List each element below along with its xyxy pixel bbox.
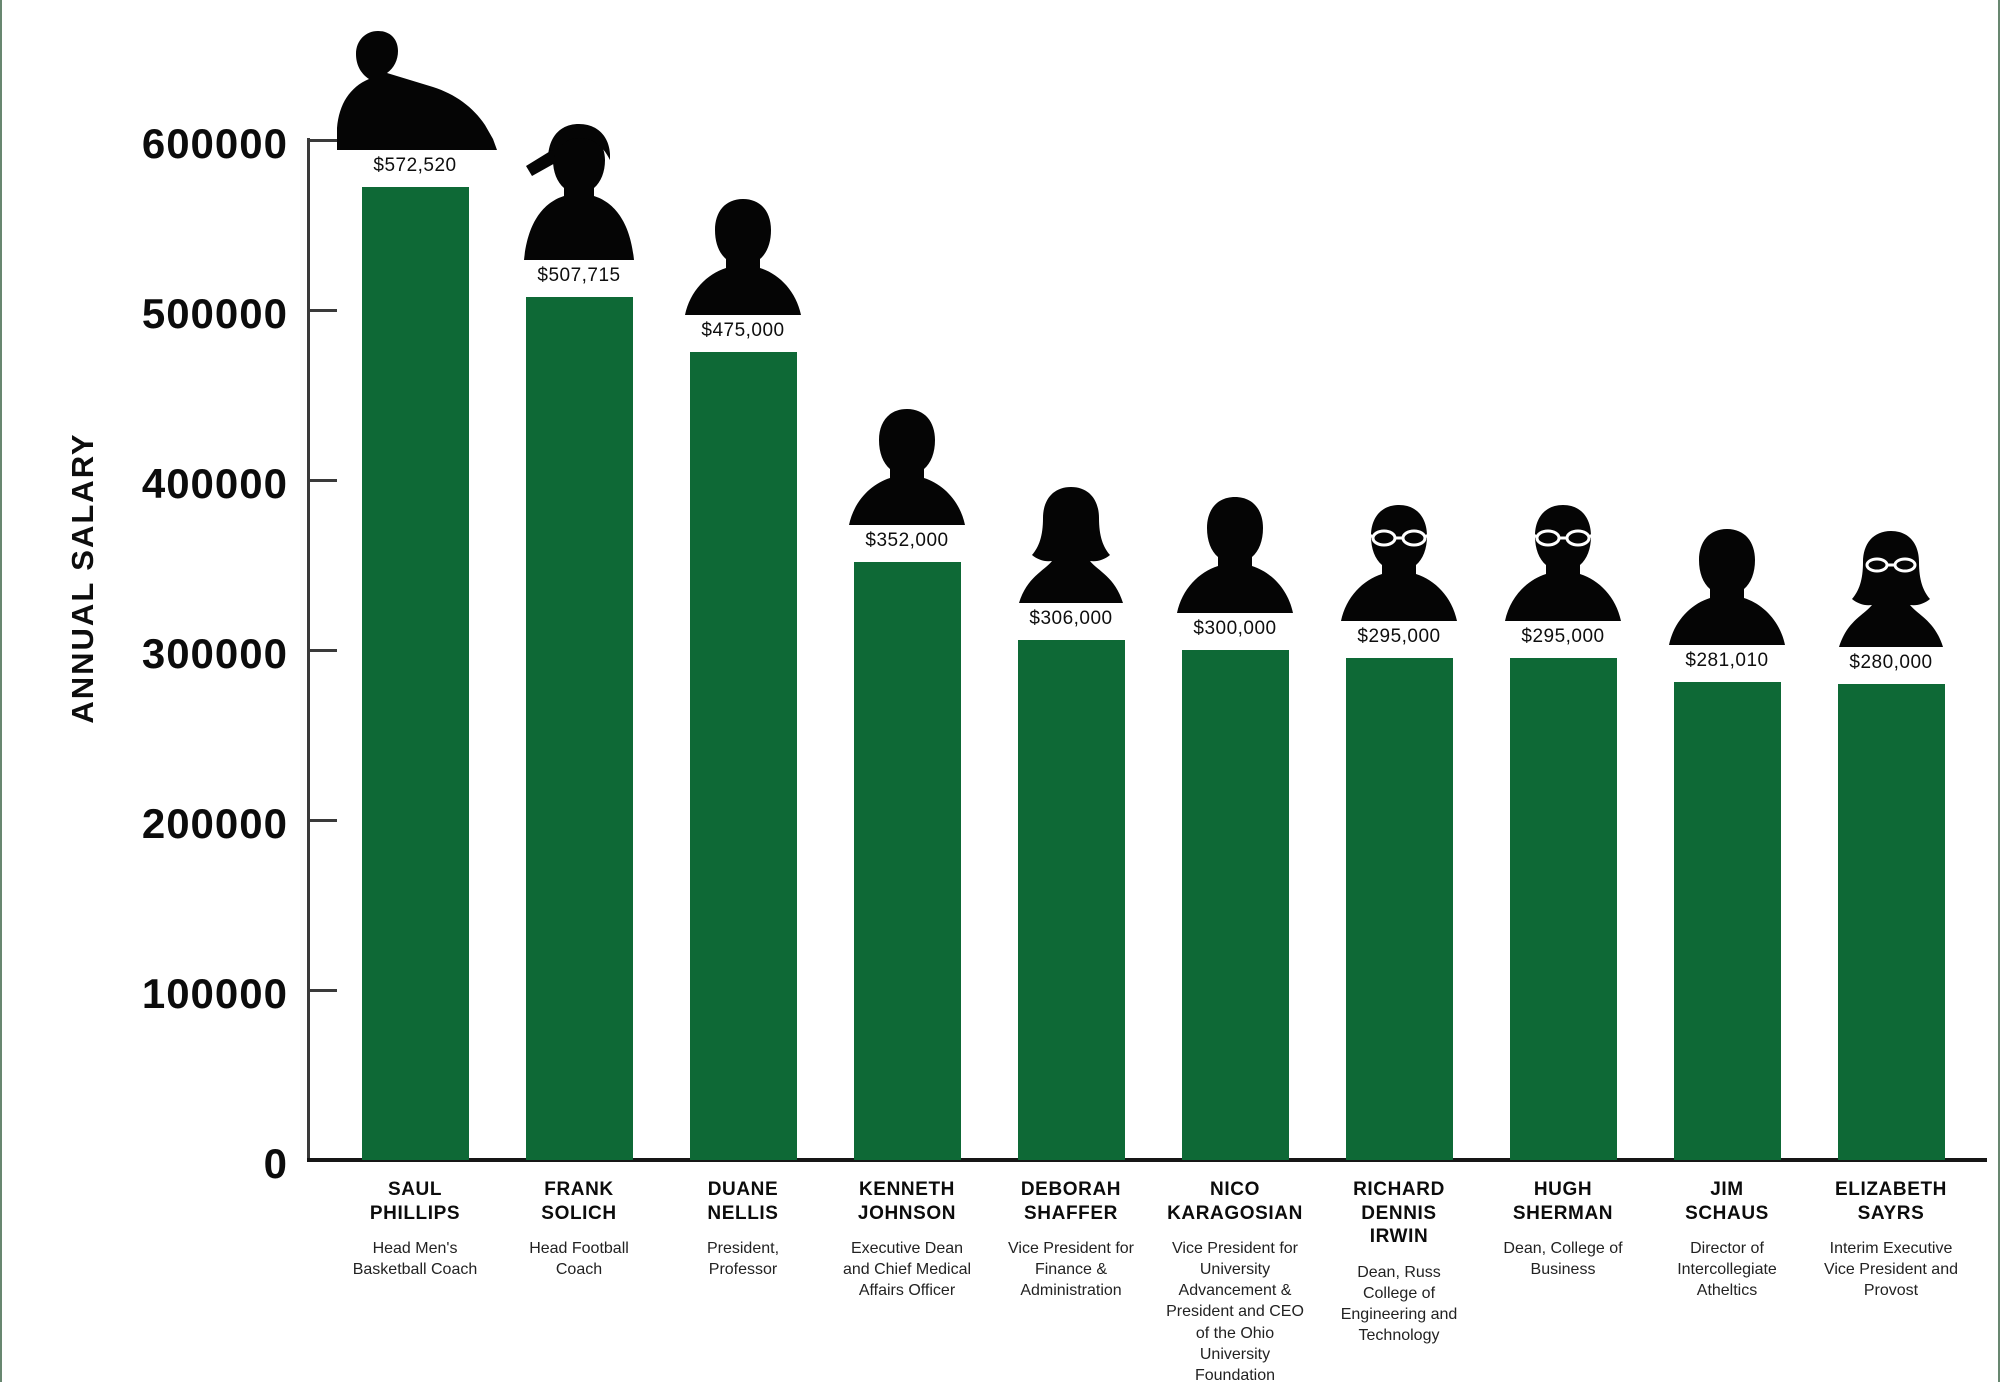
salary-bar [1345,658,1453,1160]
person-title: Dean, College of Business [1503,1240,1623,1279]
right-edge-border [1998,0,2000,1382]
salary-label: $280,000 [1849,652,1933,673]
person-name: KENNETH JOHNSON [857,1179,957,1224]
coach-leaning-silhouette-icon [337,31,497,150]
person-title: Interim Executive Vice President and Pro… [1823,1240,1958,1300]
person-name: NICO KARAGOSIAN [1167,1179,1303,1224]
y-tick-mark-200000 [310,818,337,822]
y-tick-label-500000: 500000 [141,290,288,337]
salary-bar [525,297,633,1160]
salary-label: $306,000 [1029,608,1113,629]
person-title: Vice President for University Advancemen… [1166,1240,1304,1382]
category-label: KENNETH JOHNSON Executive Dean and Chief M… [825,1178,989,1301]
person-name: DUANE NELLIS [707,1179,779,1224]
man-silhouette-icon [685,199,801,315]
y-tick-label-0: 0 [263,1140,288,1187]
salary-bar [361,187,469,1160]
man-silhouette-icon [849,409,965,525]
man-silhouette-icon [1177,497,1293,613]
salary-label: $295,000 [1521,626,1605,647]
salary-label: $281,010 [1685,650,1769,671]
salary-bar [853,562,961,1160]
bar-group-richard-dennis-irwin: $295,000 [1317,501,1481,1160]
woman-silhouette-icon [1019,487,1123,603]
salary-bar [1017,640,1125,1160]
person-name: JIM SCHAUS [1685,1179,1769,1224]
salary-label: $475,000 [701,320,785,341]
salary-label: $295,000 [1357,626,1441,647]
y-tick-label-600000: 600000 [141,120,288,167]
category-label: DEBORAH SHAFFER Vice President for Finance… [989,1178,1153,1301]
person-title: Dean, Russ College of Engineering and Te… [1340,1263,1458,1344]
person-title: Vice President for Finance & Administrat… [1008,1240,1134,1300]
salary-bar [1509,658,1617,1160]
salary-label: $300,000 [1193,618,1277,639]
person-name: SAUL PHILLIPS [369,1179,461,1224]
person-title: Head Football Coach [529,1240,629,1279]
salary-label: $507,715 [537,265,621,286]
y-tick-label-200000: 200000 [141,800,288,847]
y-tick-label-300000: 300000 [141,630,288,677]
man-glasses-silhouette-icon [1341,505,1457,621]
person-title: Head Men's Basketball Coach [352,1240,478,1279]
person-title: Executive Dean and Chief Medical Affairs… [842,1240,972,1300]
y-tick-mark-600000 [310,138,337,142]
bar-group-hugh-sherman: $295,000 [1481,501,1645,1160]
category-label: SAUL PHILLIPS Head Men's Basketball Coach [333,1178,497,1280]
salary-bar [689,352,797,1160]
bar-group-jim-schaus: $281,010 [1645,525,1809,1160]
left-edge-border [0,0,2,1382]
salary-bar [1837,684,1945,1160]
y-tick-mark-400000 [310,478,337,482]
bar-group-deborah-shaffer: $306,000 [989,483,1153,1160]
category-label: RICHARD DENNIS IRWIN Dean, Russ College of … [1317,1178,1481,1346]
person-name: DEBORAH SHAFFER [1020,1179,1122,1224]
woman-glasses-silhouette-icon [1839,531,1943,647]
y-tick-mark-500000 [310,308,337,312]
bar-group-frank-solich: $507,715 [497,108,661,1160]
person-name: HUGH SHERMAN [1512,1179,1614,1224]
category-label: ELIZABETH SAYRS Interim Executive Vice Pre… [1809,1178,1973,1301]
bar-group-kenneth-johnson: $352,000 [825,405,989,1160]
bar-group-saul-phillips: $572,520 [333,26,497,1160]
person-name: FRANK SOLICH [541,1179,617,1224]
category-label: DUANE NELLIS President, Professor [661,1178,825,1280]
category-label: JIM SCHAUS Director of Intercollegiate Ath… [1645,1178,1809,1301]
salary-label: $572,520 [373,155,457,176]
salary-bar [1673,682,1781,1160]
category-label: NICO KARAGOSIAN Vice President for Univers… [1153,1178,1317,1382]
person-title: Director of Intercollegiate Atheltics [1677,1240,1777,1300]
person-name: ELIZABETH SAYRS [1834,1179,1947,1224]
y-tick-label-400000: 400000 [141,460,288,507]
category-label: HUGH SHERMAN Dean, College of Business [1481,1178,1645,1280]
y-tick-mark-100000 [310,988,337,992]
salary-label: $352,000 [865,530,949,551]
y-tick-mark-300000 [310,648,337,652]
man-silhouette-icon [1669,529,1785,645]
y-axis-line [307,138,310,1160]
salary-bar [1181,650,1289,1160]
y-tick-label-100000: 100000 [141,970,288,1017]
bar-group-nico-karagosian: $300,000 [1153,493,1317,1160]
category-label: FRANK SOLICH Head Football Coach [497,1178,661,1280]
person-name: RICHARD DENNIS IRWIN [1353,1179,1445,1248]
man-glasses-silhouette-icon [1505,505,1621,621]
bar-group-elizabeth-sayrs: $280,000 [1809,527,1973,1160]
x-axis-baseline [307,1158,1987,1162]
person-title: President, Professor [706,1240,780,1279]
man-cap-silhouette-icon [524,124,634,260]
bar-group-duane-nellis: $475,000 [661,195,825,1160]
